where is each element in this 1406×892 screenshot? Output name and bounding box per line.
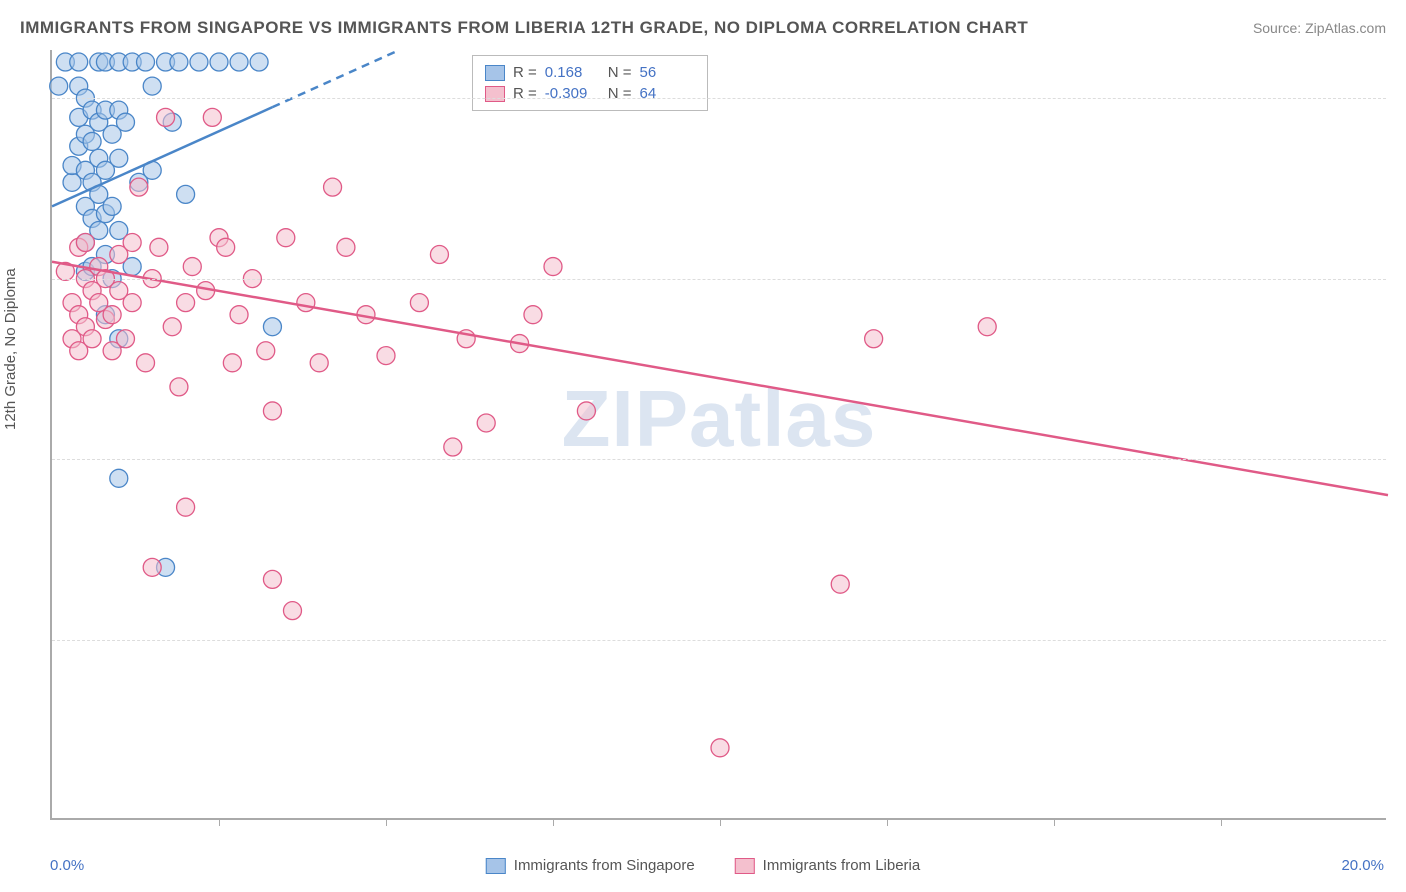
n-value-singapore: 56 [640, 64, 695, 81]
data-point [177, 294, 195, 312]
data-point [157, 108, 175, 126]
data-point [137, 53, 155, 71]
legend-label-liberia: Immigrants from Liberia [763, 857, 921, 874]
r-label: R = [513, 85, 537, 102]
trend-line [52, 262, 1388, 495]
y-tick-label: 100.0% [1396, 90, 1406, 107]
y-tick-label: 92.5% [1396, 270, 1406, 287]
data-point [170, 53, 188, 71]
y-tick-label: 77.5% [1396, 631, 1406, 648]
gridline [52, 279, 1386, 280]
data-point [223, 354, 241, 372]
data-point [190, 53, 208, 71]
gridline [52, 98, 1386, 99]
data-point [230, 306, 248, 324]
y-axis-title: 12th Grade, No Diploma [2, 268, 19, 430]
legend-swatch-liberia-icon [735, 858, 755, 874]
legend-swatch-singapore-icon [486, 858, 506, 874]
data-point [210, 53, 228, 71]
data-point [377, 347, 395, 365]
data-point [83, 330, 101, 348]
data-point [263, 402, 281, 420]
data-point [230, 53, 248, 71]
x-axis-max-label: 20.0% [1341, 857, 1384, 874]
legend-item-liberia: Immigrants from Liberia [735, 857, 921, 874]
r-label: R = [513, 64, 537, 81]
data-point [263, 318, 281, 336]
data-point [711, 739, 729, 757]
data-point [123, 294, 141, 312]
data-point [103, 197, 121, 215]
data-point [143, 558, 161, 576]
data-point [130, 178, 148, 196]
data-point [831, 575, 849, 593]
data-point [297, 294, 315, 312]
legend-swatch-singapore [485, 65, 505, 81]
data-point [283, 602, 301, 620]
data-point [103, 306, 121, 324]
chart-title: IMMIGRANTS FROM SINGAPORE VS IMMIGRANTS … [20, 18, 1028, 38]
source-attribution: Source: ZipAtlas.com [1253, 20, 1386, 36]
legend-row-liberia: R = -0.309 N = 64 [485, 83, 695, 104]
data-point [263, 570, 281, 588]
legend-label-singapore: Immigrants from Singapore [514, 857, 695, 874]
x-axis-min-label: 0.0% [50, 857, 84, 874]
data-point [430, 246, 448, 264]
data-point [70, 53, 88, 71]
data-point [250, 53, 268, 71]
data-point [177, 185, 195, 203]
data-point [110, 149, 128, 167]
data-point [324, 178, 342, 196]
data-point [150, 238, 168, 256]
x-tick [219, 818, 220, 826]
r-value-liberia: -0.309 [545, 85, 600, 102]
data-point [257, 342, 275, 360]
x-tick [386, 818, 387, 826]
x-tick [1221, 818, 1222, 826]
data-point [110, 469, 128, 487]
data-point [444, 438, 462, 456]
data-point [143, 77, 161, 95]
plot-svg [52, 50, 1386, 818]
data-point [337, 238, 355, 256]
data-point [183, 258, 201, 276]
data-point [170, 378, 188, 396]
data-point [137, 354, 155, 372]
data-point [978, 318, 996, 336]
series-legend: Immigrants from Singapore Immigrants fro… [486, 857, 920, 874]
n-label: N = [608, 85, 632, 102]
data-point [76, 234, 94, 252]
x-tick [1054, 818, 1055, 826]
gridline [52, 459, 1386, 460]
data-point [577, 402, 595, 420]
n-label: N = [608, 64, 632, 81]
y-tick-label: 85.0% [1396, 451, 1406, 468]
data-point [123, 234, 141, 252]
data-point [203, 108, 221, 126]
correlation-legend: R = 0.168 N = 56 R = -0.309 N = 64 [472, 55, 708, 111]
data-point [116, 330, 134, 348]
data-point [524, 306, 542, 324]
data-point [83, 132, 101, 150]
data-point [116, 113, 134, 131]
data-point [544, 258, 562, 276]
gridline [52, 640, 1386, 641]
data-point [310, 354, 328, 372]
data-point [177, 498, 195, 516]
data-point [865, 330, 883, 348]
data-point [163, 318, 181, 336]
x-tick [720, 818, 721, 826]
data-point [217, 238, 235, 256]
data-point [50, 77, 68, 95]
x-tick [553, 818, 554, 826]
data-point [277, 229, 295, 247]
legend-item-singapore: Immigrants from Singapore [486, 857, 695, 874]
legend-row-singapore: R = 0.168 N = 56 [485, 62, 695, 83]
data-point [410, 294, 428, 312]
r-value-singapore: 0.168 [545, 64, 600, 81]
n-value-liberia: 64 [640, 85, 695, 102]
x-tick [887, 818, 888, 826]
data-point [477, 414, 495, 432]
scatter-plot: ZIPatlas R = 0.168 N = 56 R = -0.309 N =… [50, 50, 1386, 820]
